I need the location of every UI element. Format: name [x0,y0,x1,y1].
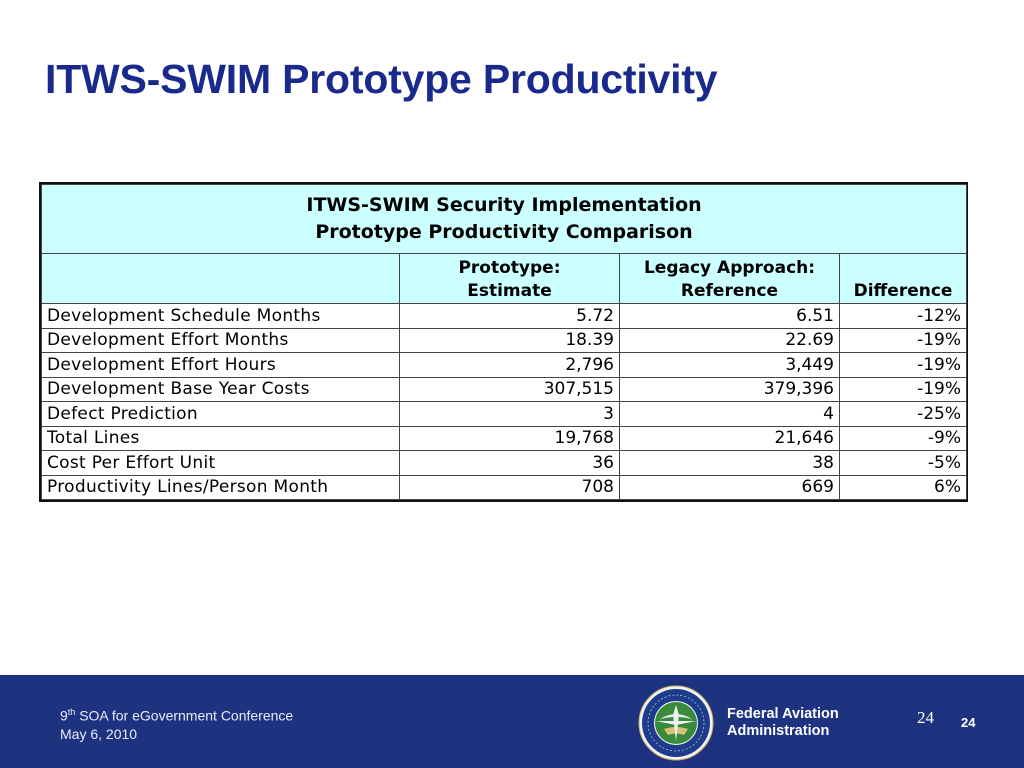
productivity-table: ITWS-SWIM Security Implementation Protot… [40,184,968,500]
cell-difference: -19% [838,376,968,402]
cell-prototype: 708 [399,474,620,500]
cell-difference: -19% [838,352,968,378]
table-row: Development Base Year Costs 307,515 379,39… [41,376,968,402]
header-prototype: Prototype: Estimate [399,253,620,304]
cell-legacy: 669 [619,474,840,500]
table-row: Cost Per Effort Unit 36 38 -5% [41,450,968,476]
cell-legacy: 22.69 [619,327,840,353]
table-row: Development Effort Months 18.39 22.69 -19% [41,327,968,353]
table-caption: ITWS-SWIM Security Implementation Protot… [40,184,968,254]
cell-metric: Total Lines [41,425,400,451]
header-legacy-line2: Reference [680,281,779,301]
table-caption-line2: Prototype Productivity Comparison [315,221,693,243]
cell-legacy: 38 [619,450,840,476]
faa-seal-icon [638,685,714,761]
cell-difference: -5% [838,450,968,476]
cell-metric: Development Base Year Costs [41,376,400,402]
cell-legacy: 379,396 [619,376,840,402]
header-legacy: Legacy Approach: Reference [619,253,840,304]
table-row: Development Effort Hours 2,796 3,449 -19% [41,352,968,378]
agency-name-line1: Federal Aviation [727,706,839,722]
page-number-bold: 24 [961,715,976,730]
cell-prototype: 2,796 [399,352,620,378]
slide-title: ITWS-SWIM Prototype Productivity [45,56,718,102]
cell-difference: 6% [838,474,968,500]
cell-legacy: 3,449 [619,352,840,378]
conference-date: May 6, 2010 [60,725,138,742]
cell-prototype: 307,515 [399,376,620,402]
cell-difference: -9% [838,425,968,451]
header-prototype-line1: Prototype: [458,258,561,278]
table-row: Defect Prediction 3 4 -25% [41,401,968,427]
table-row: Development Schedule Months 5.72 6.51 -12% [41,303,968,329]
header-metric [41,253,400,304]
table-caption-line1: ITWS-SWIM Security Implementation [306,194,702,216]
cell-prototype: 36 [399,450,620,476]
cell-metric: Cost Per Effort Unit [41,450,400,476]
cell-prototype: 18.39 [399,327,620,353]
cell-difference: -25% [838,401,968,427]
table-header-row: Prototype: Estimate Legacy Approach: Ref… [41,253,968,304]
cell-metric: Defect Prediction [41,401,400,427]
cell-legacy: 21,646 [619,425,840,451]
page-number: 24 [917,708,934,727]
conference-number: 9 [60,707,68,724]
header-difference: Difference [838,253,968,304]
cell-legacy: 6.51 [619,303,840,329]
conference-info: 9th SOA for eGovernment Conference May 6… [60,703,293,743]
header-prototype-line2: Estimate [467,281,552,301]
conference-title: 9th SOA for eGovernment Conference [60,703,293,725]
cell-metric: Development Schedule Months [41,303,400,329]
productivity-table-container: ITWS-SWIM Security Implementation Protot… [39,182,968,502]
conference-name: SOA for eGovernment Conference [75,707,294,724]
header-legacy-line1: Legacy Approach: [643,258,816,278]
cell-prototype: 5.72 [399,303,620,329]
cell-metric: Development Effort Months [41,327,400,353]
conference-superscript: th [67,707,76,717]
cell-legacy: 4 [619,401,840,427]
footer-bar: 9th SOA for eGovernment Conference May 6… [0,675,1024,768]
table-row: Total Lines 19,768 21,646 -9% [41,425,968,451]
agency-name-line2: Administration [727,723,830,739]
cell-prototype: 19,768 [399,425,620,451]
table-body: Development Schedule Months 5.72 6.51 -12% D… [41,303,968,500]
agency-name: Federal Aviation Administration [727,706,839,740]
cell-metric: Development Effort Hours [41,352,400,378]
cell-difference: -19% [838,327,968,353]
cell-difference: -12% [838,303,968,329]
cell-metric: Productivity Lines/Person Month [41,474,400,500]
cell-prototype: 3 [399,401,620,427]
table-row: Productivity Lines/Person Month 708 669 6% [41,474,968,500]
